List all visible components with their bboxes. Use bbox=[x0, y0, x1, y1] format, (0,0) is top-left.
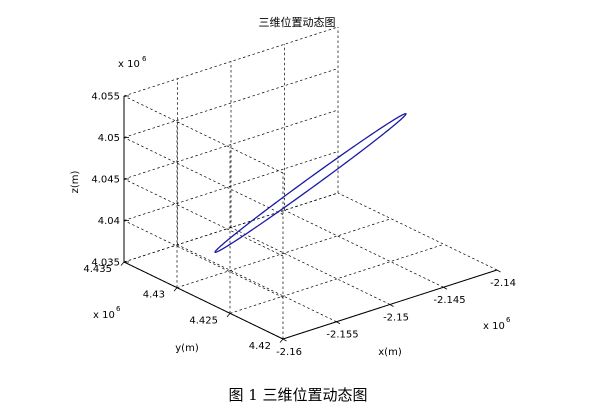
x-scale-exponent: 6 bbox=[506, 316, 511, 324]
y-tick-label: 4.43 bbox=[143, 290, 165, 301]
grid-line-floor-y bbox=[229, 243, 445, 314]
grid-line-backwall-z bbox=[123, 109, 339, 180]
figure-caption: 图 1 三维位置动态图 bbox=[228, 386, 367, 404]
y-tick-mark bbox=[120, 261, 125, 266]
z-tick-label: 4.05 bbox=[98, 133, 120, 144]
trajectory-line bbox=[214, 113, 407, 253]
y-tick-label: 4.425 bbox=[189, 315, 218, 326]
grid-line-floor-x bbox=[337, 192, 498, 271]
y-scale-exponent: 6 bbox=[116, 305, 121, 313]
x-tick-mark bbox=[389, 304, 394, 307]
y-tick-mark bbox=[173, 287, 178, 292]
grid-line-floor-x bbox=[284, 209, 444, 288]
axes-box: -2.16 -2.155 -2.15 -2.145 -2.14 4.42 4.425 4.43… bbox=[83, 92, 516, 359]
grid-line-sidewall-z bbox=[123, 137, 284, 215]
x-scale-label: x 10 bbox=[483, 321, 505, 332]
grid-line-floor-x bbox=[177, 244, 337, 323]
y-tick-label: 4.42 bbox=[249, 341, 271, 352]
x-tick-mark bbox=[336, 321, 341, 325]
grid-line-floor-y bbox=[176, 218, 392, 289]
chart-title: 三维位置动态图 bbox=[259, 15, 336, 29]
x-tick-label: -2.16 bbox=[276, 347, 302, 358]
x-tick-label: -2.145 bbox=[433, 295, 465, 306]
y-tick-label: 4.435 bbox=[83, 264, 112, 275]
grid-line-backwall-z bbox=[123, 151, 339, 221]
grid-line-backwall-z bbox=[123, 26, 339, 97]
y-scale-label: x 10 bbox=[93, 310, 115, 321]
grid-line-floor-x bbox=[230, 227, 391, 305]
y-axis-line bbox=[123, 261, 284, 340]
z-scale-label: x 10 bbox=[118, 59, 140, 70]
z-tick-label: 4.045 bbox=[91, 175, 120, 186]
z-tick-label: 4.04 bbox=[98, 216, 120, 227]
z-tick-label: 4.035 bbox=[91, 258, 120, 269]
x-tick-label: -2.14 bbox=[490, 278, 516, 289]
plot-area bbox=[214, 113, 407, 253]
x-tick-mark bbox=[496, 269, 501, 273]
grid-line-backwall-z bbox=[123, 68, 339, 138]
x-tick-mark bbox=[443, 286, 448, 290]
z-axis-label: z(m) bbox=[70, 171, 81, 194]
grid-line-sidewall-z bbox=[123, 95, 284, 174]
grid-line-sidewall-z bbox=[123, 178, 284, 257]
grid-line-sidewall-z bbox=[123, 220, 284, 298]
x-tick-label: -2.155 bbox=[326, 330, 358, 341]
z-tick-label: 4.055 bbox=[91, 92, 120, 103]
grid-line-backwall-z bbox=[123, 192, 339, 263]
y-axis-label: y(m) bbox=[175, 343, 199, 354]
y-tick-mark bbox=[279, 338, 284, 343]
z-scale-exponent: 6 bbox=[142, 55, 147, 63]
x-tick-label: -2.15 bbox=[383, 313, 409, 324]
x-tick-mark bbox=[282, 338, 287, 342]
x-axis-label: x(m) bbox=[378, 347, 402, 358]
y-tick-mark bbox=[226, 313, 231, 318]
